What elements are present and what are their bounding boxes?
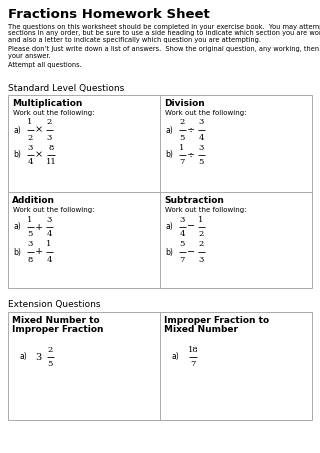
Text: 5: 5 <box>47 361 53 368</box>
Text: b): b) <box>165 247 173 256</box>
Text: Fractions Homework Sheet: Fractions Homework Sheet <box>8 8 210 21</box>
Text: 1: 1 <box>179 144 185 151</box>
Text: 4: 4 <box>179 231 185 238</box>
Text: Work out the following:: Work out the following: <box>13 110 94 116</box>
Text: b): b) <box>13 247 21 256</box>
Text: The questions on this worksheet should be completed in your exercise book.  You : The questions on this worksheet should b… <box>8 24 320 30</box>
Text: Work out the following:: Work out the following: <box>13 207 94 213</box>
Text: ÷: ÷ <box>187 125 195 135</box>
Text: b): b) <box>165 150 173 159</box>
Text: +: + <box>35 222 43 231</box>
Text: +: + <box>35 247 43 256</box>
Text: Improper Fraction: Improper Fraction <box>12 325 103 334</box>
Text: 2: 2 <box>28 134 33 141</box>
Text: 4: 4 <box>198 134 204 141</box>
Text: 8: 8 <box>48 144 54 151</box>
Text: your answer.: your answer. <box>8 53 51 59</box>
Bar <box>8 95 312 288</box>
Text: 2: 2 <box>180 119 185 126</box>
Text: 18: 18 <box>188 346 198 353</box>
Text: 3: 3 <box>198 144 204 151</box>
Text: 2: 2 <box>198 231 204 238</box>
Text: Mixed Number to: Mixed Number to <box>12 316 100 325</box>
Text: 3: 3 <box>198 119 204 126</box>
Text: a): a) <box>165 222 173 231</box>
Text: 7: 7 <box>179 255 185 264</box>
Text: b): b) <box>13 150 21 159</box>
Text: 3: 3 <box>46 216 52 223</box>
Text: −: − <box>187 222 195 231</box>
Text: 3: 3 <box>179 216 185 223</box>
Text: a): a) <box>20 352 28 361</box>
Text: 3: 3 <box>35 352 41 361</box>
Text: Improper Fraction to: Improper Fraction to <box>164 316 269 325</box>
Text: 3: 3 <box>198 255 204 264</box>
Text: ×: × <box>35 150 43 159</box>
Text: ×: × <box>35 125 43 135</box>
Text: ÷: ÷ <box>187 150 195 159</box>
Text: Addition: Addition <box>12 196 55 205</box>
Text: 5: 5 <box>198 159 204 167</box>
Text: 4: 4 <box>46 255 52 264</box>
Text: Please don’t just write down a list of answers.  Show the original question, any: Please don’t just write down a list of a… <box>8 47 320 53</box>
Text: 7: 7 <box>179 159 185 167</box>
Text: −: − <box>187 247 195 256</box>
Text: 5: 5 <box>27 231 33 238</box>
Text: 2: 2 <box>46 119 52 126</box>
Text: Work out the following:: Work out the following: <box>165 207 246 213</box>
Text: Subtraction: Subtraction <box>164 196 224 205</box>
Text: Extension Questions: Extension Questions <box>8 300 100 309</box>
Text: 7: 7 <box>190 361 196 368</box>
Text: Work out the following:: Work out the following: <box>165 110 246 116</box>
Text: 2: 2 <box>47 346 52 353</box>
Text: a): a) <box>165 125 173 135</box>
Text: sections in any order, but be sure to use a side heading to indicate which secti: sections in any order, but be sure to us… <box>8 30 320 37</box>
Text: 3: 3 <box>46 134 52 141</box>
Text: 8: 8 <box>27 255 33 264</box>
Text: 5: 5 <box>179 134 185 141</box>
Bar <box>8 312 312 420</box>
Text: a): a) <box>13 125 21 135</box>
Text: Attempt all questions.: Attempt all questions. <box>8 63 82 68</box>
Text: Mixed Number: Mixed Number <box>164 325 238 334</box>
Text: 1: 1 <box>46 241 52 249</box>
Text: 4: 4 <box>27 159 33 167</box>
Text: 3: 3 <box>27 144 33 151</box>
Text: 1: 1 <box>27 216 33 223</box>
Text: and also a letter to indicate specifically which question you are attempting.: and also a letter to indicate specifical… <box>8 37 261 43</box>
Text: 4: 4 <box>46 231 52 238</box>
Text: a): a) <box>13 222 21 231</box>
Text: Standard Level Questions: Standard Level Questions <box>8 84 124 93</box>
Text: 11: 11 <box>46 159 56 167</box>
Text: 3: 3 <box>27 241 33 249</box>
Text: 2: 2 <box>198 241 204 249</box>
Text: 1: 1 <box>198 216 204 223</box>
Text: Multiplication: Multiplication <box>12 99 82 108</box>
Text: Division: Division <box>164 99 205 108</box>
Text: 1: 1 <box>27 119 33 126</box>
Text: a): a) <box>172 352 180 361</box>
Text: 5: 5 <box>179 241 185 249</box>
